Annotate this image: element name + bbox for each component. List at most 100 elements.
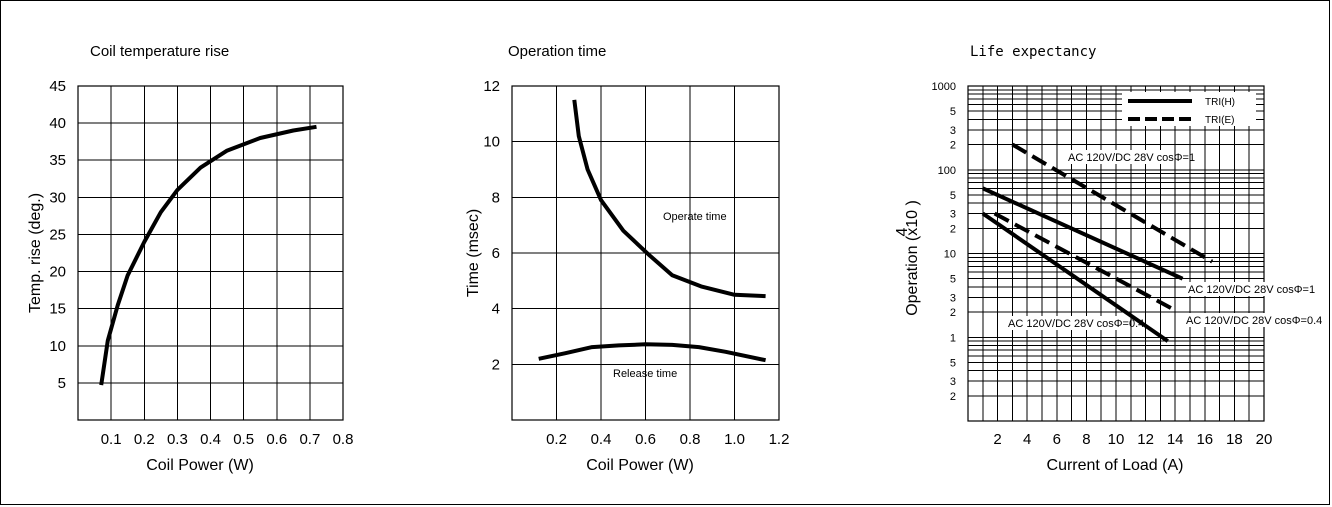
chart1-y-tick-label: 10 [49, 338, 66, 355]
chart3-annotation: AC 120V/DC 28V cosΦ=1 [1068, 152, 1195, 164]
chart2-x-tick-label: 0.4 [591, 431, 612, 448]
chart2-y-tick-label: 6 [492, 245, 500, 262]
chart3-annotation: AC 120V/DC 28V cosΦ=0.4 [1186, 315, 1322, 327]
chart1-y-tick-label: 40 [49, 115, 66, 132]
chart3-y-tick-label: 2 [950, 140, 956, 152]
chart3-y-tick-label: 5 [950, 357, 956, 369]
chart3-series-line [993, 211, 1177, 313]
chart3-x-tick-label: 6 [1053, 431, 1061, 448]
chart3-x-tick-label: 14 [1167, 431, 1184, 448]
chart2-y-tick-label: 10 [483, 134, 500, 151]
chart3-x-tick-label: 18 [1226, 431, 1243, 448]
chart3-y-axis-exponent: 4 [894, 227, 911, 236]
chart2-release-time-line [538, 342, 767, 363]
chart1-x-tick-label: 0.1 [101, 431, 122, 448]
chart1-x-ticks: 0.1 0.2 0.3 0.4 0.5 0.6 0.7 0.8 [101, 431, 354, 448]
chart2-x-tick-label: 0.2 [546, 431, 567, 448]
chart3-annotations: AC 120V/DC 28V cosΦ=1 AC 120V/DC 28V cos… [1006, 150, 1322, 330]
chart2-x-tick-label: 0.6 [635, 431, 656, 448]
chart3-y-tick-label: 3 [950, 209, 956, 221]
chart3-annotation-bg [1066, 150, 1172, 164]
chart1-title: Coil temperature rise [90, 43, 229, 60]
chart1-x-axis-label: Coil Power (W) [146, 457, 254, 474]
chart2-y-axis-label: Time (msec) [465, 209, 482, 297]
chart2-title: Operation time [508, 43, 606, 60]
chart3-y-tick-label: 3 [950, 125, 956, 137]
chart1-x-tick-label: 0.7 [299, 431, 320, 448]
chart1-x-tick-label: 0.6 [266, 431, 287, 448]
chart2-x-tick-label: 1.2 [769, 431, 790, 448]
chart3-x-tick-label: 10 [1108, 431, 1125, 448]
chart3-annotation: AC 120V/DC 28V cosΦ=0.4 [1008, 318, 1144, 330]
chart1-y-tick-label: 15 [49, 301, 66, 318]
chart-life-expectancy: Life expectancy 1000 5 3 2 100 5 3 2 10 5 3 2 1 5 3 2 2… [894, 44, 1322, 474]
chart3-annotation-bg [1186, 282, 1292, 296]
chart3-y-tick-label: 2 [950, 391, 956, 403]
chart2-operate-time-line [572, 99, 766, 299]
chart3-y-ticks: 1000 5 3 2 100 5 3 2 10 5 3 2 1 5 3 2 [932, 81, 956, 403]
chart1-x-tick-label: 0.5 [233, 431, 254, 448]
chart1-y-tick-label: 35 [49, 152, 66, 169]
chart1-y-tick-label: 5 [58, 375, 66, 392]
chart2-annotation-release: Release time [613, 368, 677, 380]
chart3-legend-label-h: TRI(H) [1205, 97, 1235, 108]
chart2-y-tick-label: 2 [492, 356, 500, 373]
chart3-y-tick-label: 10 [944, 249, 956, 261]
chart1-x-tick-label: 0.4 [200, 431, 221, 448]
chart2-y-ticks: 2 4 6 8 10 12 [483, 78, 500, 373]
chart3-y-tick-label: 1000 [932, 81, 956, 93]
chart1-y-ticks: 5 10 15 20 25 30 35 40 45 [49, 78, 66, 392]
chart3-y-tick-label: 100 [938, 165, 956, 177]
chart3-y-tick-label: 5 [950, 190, 956, 202]
chart3-y-tick-label: 1 [950, 332, 956, 344]
chart3-series-line [1011, 142, 1214, 264]
chart2-x-axis-label: Coil Power (W) [586, 457, 694, 474]
chart2-x-tick-label: 0.8 [680, 431, 701, 448]
chart1-plot-frame [77, 85, 344, 421]
chart3-annotation-bg [1184, 313, 1297, 327]
chart3-x-tick-label: 8 [1082, 431, 1090, 448]
chart3-annotation-bg [1006, 316, 1124, 330]
chart2-annotation-operate: Operate time [663, 211, 727, 223]
chart1-y-tick-label: 45 [49, 78, 66, 95]
chart1-y-tick-label: 20 [49, 264, 66, 281]
chart1-x-tick-label: 0.8 [333, 431, 354, 448]
chart3-legend-label-e: TRI(E) [1205, 115, 1234, 126]
chart2-y-tick-label: 12 [483, 78, 500, 95]
chart3-x-tick-label: 12 [1137, 431, 1154, 448]
chart1-x-tick-label: 0.3 [167, 431, 188, 448]
chart2-plot-frame [511, 85, 780, 421]
chart-coil-temperature: Coil temperature rise 51015202530354045 … [27, 43, 353, 474]
chart3-y-tick-label: 5 [950, 106, 956, 118]
chart2-y-tick-label: 8 [492, 189, 500, 206]
chart3-title: Life expectancy [970, 44, 1096, 60]
chart3-x-tick-label: 16 [1196, 431, 1213, 448]
chart3-x-tick-label: 2 [993, 431, 1001, 448]
chart1-y-axis-label: Temp. rise (deg.) [27, 193, 44, 313]
chart1-x-tick-label: 0.2 [134, 431, 155, 448]
chart3-y-tick-label: 2 [950, 307, 956, 319]
chart2-y-tick-label: 4 [492, 301, 500, 318]
chart3-y-tick-label: 5 [950, 274, 956, 286]
chart3-x-axis-label: Current of Load (A) [1047, 457, 1184, 474]
chart3-annotation: AC 120V/DC 28V cosΦ=1 [1188, 284, 1315, 296]
chart3-y-tick-label: 3 [950, 376, 956, 388]
chart-operation-time: Operation time 2 4 6 8 10 12 0.2 0.4 0.6 0.8 1.0 1… [465, 43, 789, 474]
chart2-x-ticks: 0.2 0.4 0.6 0.8 1.0 1.2 [546, 431, 789, 448]
chart1-y-tick-label: 30 [49, 189, 66, 206]
chart3-x-tick-label: 20 [1256, 431, 1273, 448]
chart2-x-tick-label: 1.0 [724, 431, 745, 448]
chart3-grid [968, 86, 1264, 421]
chart3-y-tick-label: 3 [950, 292, 956, 304]
chart1-grid [78, 85, 343, 420]
chart3-series-line [981, 186, 1184, 281]
chart3-y-tick-label: 2 [950, 223, 956, 235]
chart3-x-tick-label: 4 [1023, 431, 1031, 448]
chart1-y-tick-label: 25 [49, 226, 66, 243]
chart1-series-line [99, 124, 317, 386]
chart3-plot-frame [967, 85, 1265, 422]
chart3-x-ticks: 2 4 6 8 10 12 14 16 18 20 [993, 431, 1272, 448]
chart3-series-line [981, 211, 1169, 343]
chart3-legend: TRI(H) TRI(E) [1122, 92, 1256, 126]
